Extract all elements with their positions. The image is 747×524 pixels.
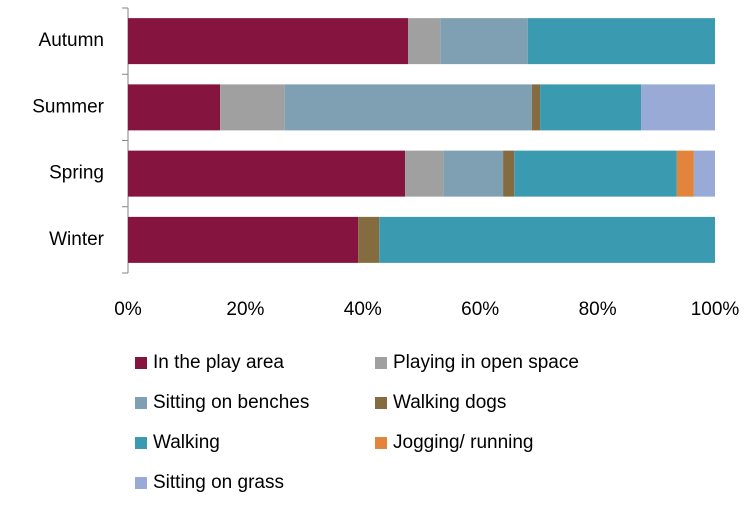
- legend-swatch: [135, 357, 147, 369]
- bar-segment: [128, 150, 406, 197]
- legend-swatch: [135, 437, 147, 449]
- bar-segment: [503, 150, 515, 197]
- bar-segment: [443, 150, 504, 197]
- bar-segment: [514, 150, 677, 197]
- y-tick-label: Autumn: [39, 30, 104, 51]
- legend-label: Playing in open space: [393, 352, 579, 373]
- legend-swatch: [375, 397, 387, 409]
- legend-label: Sitting on grass: [153, 472, 284, 493]
- x-tick-label: 80%: [579, 299, 617, 320]
- bar-segment: [676, 150, 694, 197]
- legend-swatch: [135, 397, 147, 409]
- bar-segment: [540, 84, 642, 131]
- bar-segment: [407, 18, 441, 65]
- legend-label: Jogging/ running: [393, 432, 534, 453]
- legend-label: Walking dogs: [393, 392, 506, 413]
- bar-segment: [284, 84, 532, 131]
- legend-swatch: [375, 357, 387, 369]
- bar-segment: [128, 18, 408, 65]
- bar-segment: [128, 216, 359, 263]
- bar-segment: [531, 84, 541, 131]
- legend-label: Walking: [153, 432, 220, 453]
- y-tick-label: Summer: [32, 96, 104, 117]
- bar-segment: [527, 18, 715, 65]
- x-tick-label: 20%: [226, 299, 264, 320]
- x-tick-label: 40%: [344, 299, 382, 320]
- legend-swatch: [135, 477, 147, 489]
- legend-swatch: [375, 437, 387, 449]
- bar-segment: [220, 84, 285, 131]
- bar-segment: [405, 150, 444, 197]
- bar-segment: [358, 216, 380, 263]
- x-tick-label: 0%: [114, 299, 142, 320]
- x-tick-label: 60%: [461, 299, 499, 320]
- legend-label: Sitting on benches: [153, 392, 309, 413]
- y-tick-label: Winter: [49, 229, 105, 250]
- bar-segment: [693, 150, 715, 197]
- y-tick-label: Spring: [49, 163, 104, 184]
- bar-segment: [128, 84, 221, 131]
- bar-segment: [440, 18, 528, 65]
- x-tick-label: 100%: [691, 299, 740, 320]
- bar-segment: [379, 216, 715, 263]
- legend-label: In the play area: [153, 352, 284, 373]
- bar-segment: [641, 84, 715, 131]
